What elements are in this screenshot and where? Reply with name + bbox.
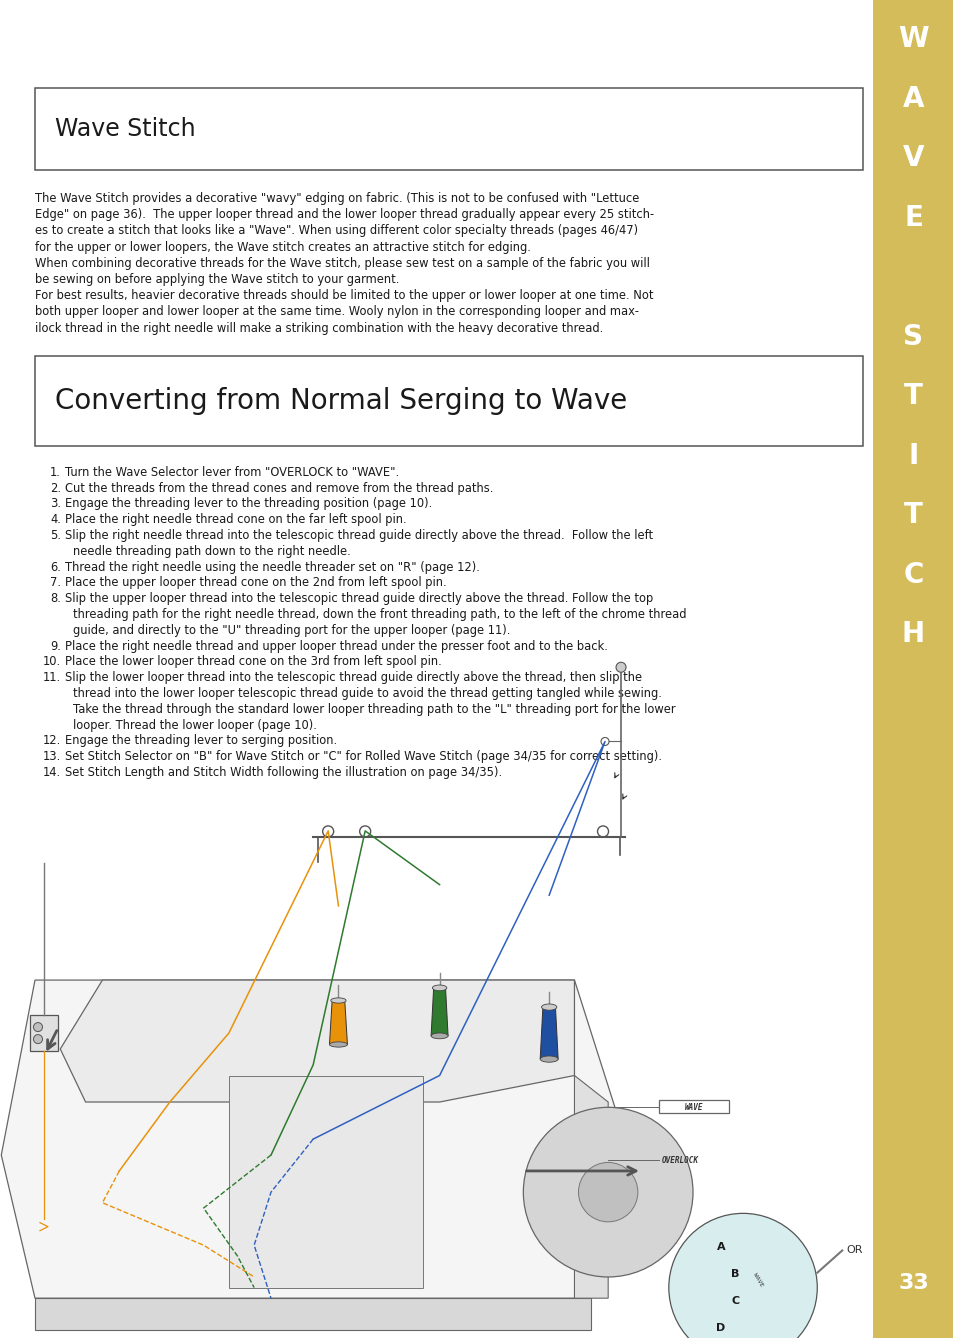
Text: I: I [907, 442, 918, 470]
Text: 4.: 4. [51, 514, 61, 526]
Text: The Wave Stitch provides a decorative "wavy" edging on fabric. (This is not to b: The Wave Stitch provides a decorative "w… [35, 191, 639, 205]
Bar [659, 1100, 728, 1113]
Text: Place the upper looper thread cone on the 2nd from left spool pin.: Place the upper looper thread cone on th… [65, 577, 446, 590]
Text: be sewing on before applying the Wave stitch to your garment.: be sewing on before applying the Wave st… [35, 273, 399, 286]
Text: ilock thread in the right needle will make a striking combination with the heavy: ilock thread in the right needle will ma… [35, 321, 602, 334]
Text: 10.: 10. [43, 656, 61, 669]
Ellipse shape [431, 1033, 448, 1038]
Text: Set Stitch Length and Stitch Width following the illustration on page 34/35).: Set Stitch Length and Stitch Width follo… [65, 765, 501, 779]
FancyBboxPatch shape [35, 356, 862, 446]
Text: WAVE: WAVE [684, 1103, 702, 1112]
Text: threading path for the right needle thread, down the front threading path, to th: threading path for the right needle thre… [73, 607, 686, 621]
Text: 12.: 12. [43, 735, 61, 748]
Text: WAVE: WAVE [751, 1272, 763, 1288]
Text: Slip the upper looper thread into the telescopic thread guide directly above the: Slip the upper looper thread into the te… [65, 593, 653, 605]
Ellipse shape [329, 1042, 347, 1048]
Text: T: T [903, 383, 922, 409]
Text: needle threading path down to the right needle.: needle threading path down to the right … [73, 545, 351, 558]
Text: 33: 33 [897, 1272, 928, 1293]
Text: Slip the right needle thread into the telescopic thread guide directly above the: Slip the right needle thread into the te… [65, 529, 653, 542]
Text: S: S [902, 322, 923, 351]
Text: When combining decorative threads for the Wave stitch, please sew test on a samp: When combining decorative threads for th… [35, 257, 649, 270]
Text: Converting from Normal Serging to Wave: Converting from Normal Serging to Wave [55, 387, 626, 415]
Text: OVERLOCK: OVERLOCK [661, 1156, 699, 1165]
Circle shape [668, 1214, 817, 1338]
Text: Engage the threading lever to the threading position (page 10).: Engage the threading lever to the thread… [65, 498, 432, 510]
Text: OR: OR [845, 1246, 862, 1255]
Text: Edge" on page 36).  The upper looper thread and the lower looper thread graduall: Edge" on page 36). The upper looper thre… [35, 209, 654, 221]
Text: Wave Stitch: Wave Stitch [55, 116, 195, 140]
FancyBboxPatch shape [35, 88, 862, 170]
Text: 9.: 9. [51, 640, 61, 653]
Text: 5.: 5. [50, 529, 61, 542]
Text: looper. Thread the lower looper (page 10).: looper. Thread the lower looper (page 10… [73, 719, 316, 732]
Text: Thread the right needle using the needle threader set on "R" (page 12).: Thread the right needle using the needle… [65, 561, 479, 574]
Text: guide, and directly to the "U" threading port for the upper looper (page 11).: guide, and directly to the "U" threading… [73, 624, 510, 637]
Ellipse shape [432, 985, 446, 990]
Text: A: A [902, 84, 923, 112]
Polygon shape [431, 987, 448, 1036]
Text: both upper looper and lower looper at the same time. Wooly nylon in the correspo: both upper looper and lower looper at th… [35, 305, 639, 318]
Text: A: A [716, 1242, 724, 1252]
Text: 11.: 11. [43, 672, 61, 684]
Polygon shape [35, 1298, 591, 1330]
Text: Place the right needle thread cone on the far left spool pin.: Place the right needle thread cone on th… [65, 514, 406, 526]
Polygon shape [60, 979, 574, 1103]
Circle shape [578, 1163, 638, 1222]
Text: V: V [902, 145, 923, 173]
Text: T: T [903, 500, 922, 529]
Text: Place the right needle thread and upper looper thread under the presser foot and: Place the right needle thread and upper … [65, 640, 607, 653]
Text: B: B [731, 1270, 739, 1279]
Text: Engage the threading lever to serging position.: Engage the threading lever to serging po… [65, 735, 336, 748]
Text: E: E [903, 203, 922, 231]
Polygon shape [229, 1076, 422, 1287]
Text: For best results, heavier decorative threads should be limited to the upper or l: For best results, heavier decorative thr… [35, 289, 653, 302]
Text: thread into the lower looper telescopic thread guide to avoid the thread getting: thread into the lower looper telescopic … [73, 686, 661, 700]
Text: 1.: 1. [51, 466, 61, 479]
Text: 14.: 14. [43, 765, 61, 779]
Text: Take the thread through the standard lower looper threading path to the "L" thre: Take the thread through the standard low… [73, 702, 675, 716]
Text: H: H [901, 619, 924, 648]
Text: 6.: 6. [51, 561, 61, 574]
Text: Slip the lower looper thread into the telescopic thread guide directly above the: Slip the lower looper thread into the te… [65, 672, 641, 684]
Text: Set Stitch Selector on "B" for Wave Stitch or "C" for Rolled Wave Stitch (page 3: Set Stitch Selector on "B" for Wave Stit… [65, 751, 661, 763]
Text: C: C [731, 1297, 739, 1306]
Bar [30, 1016, 58, 1052]
Circle shape [33, 1034, 43, 1044]
Text: 13.: 13. [43, 751, 61, 763]
Ellipse shape [541, 1004, 557, 1010]
Text: Place the lower looper thread cone on the 3rd from left spool pin.: Place the lower looper thread cone on th… [65, 656, 441, 669]
Text: 7.: 7. [50, 577, 61, 590]
Text: 8.: 8. [51, 593, 61, 605]
Bar [872, 0, 953, 1338]
Text: Cut the threads from the thread cones and remove from the thread paths.: Cut the threads from the thread cones an… [65, 482, 493, 495]
Ellipse shape [331, 998, 346, 1004]
Circle shape [523, 1108, 692, 1276]
Circle shape [33, 1022, 43, 1032]
Text: for the upper or lower loopers, the Wave stitch creates an attractive stitch for: for the upper or lower loopers, the Wave… [35, 241, 530, 254]
Polygon shape [1, 979, 624, 1298]
Polygon shape [539, 1008, 558, 1060]
Text: 3.: 3. [50, 498, 61, 510]
Text: W: W [897, 25, 928, 54]
Ellipse shape [539, 1056, 558, 1062]
Text: D: D [716, 1323, 724, 1334]
Text: C: C [902, 561, 923, 589]
Circle shape [616, 662, 625, 672]
Text: es to create a stitch that looks like a "Wave". When using different color speci: es to create a stitch that looks like a … [35, 225, 638, 237]
Polygon shape [329, 1001, 347, 1045]
Polygon shape [574, 1076, 608, 1298]
Text: 2.: 2. [50, 482, 61, 495]
Text: Turn the Wave Selector lever from "OVERLOCK to "WAVE".: Turn the Wave Selector lever from "OVERL… [65, 466, 398, 479]
